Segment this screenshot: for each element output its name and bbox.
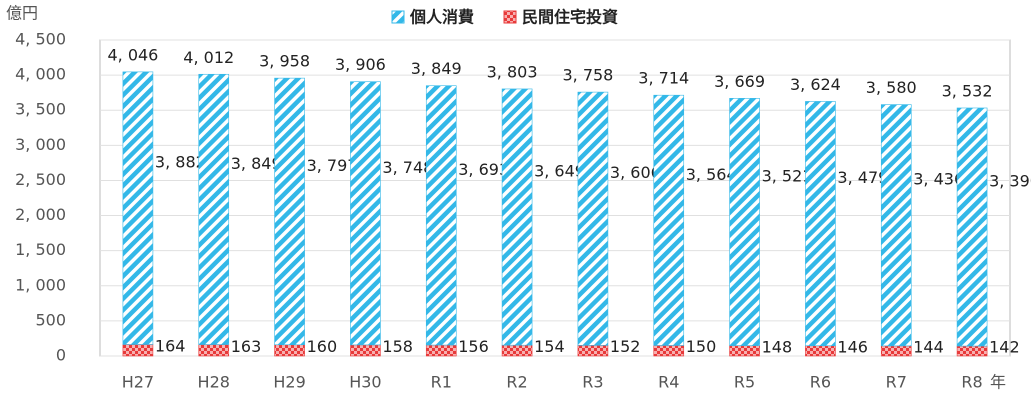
value-label: 3, 436 [913,170,964,189]
value-label: 154 [534,337,565,356]
bar-segment [577,91,609,346]
value-label: 3, 693 [458,160,509,179]
total-label: 3, 669 [714,72,765,91]
total-label: 3, 580 [866,78,917,97]
y-tick-label: 0 [56,346,66,365]
value-label: 3, 521 [762,166,813,185]
bar-segment [198,73,230,345]
y-tick-label: 2, 000 [15,205,66,224]
bar-segment [350,81,381,346]
total-label: 3, 758 [562,66,613,85]
x-axis-label: 年 [990,373,1006,392]
y-tick-label: 3, 000 [15,135,66,154]
value-label: 163 [231,337,262,356]
bar-segment [729,98,760,346]
total-label: 3, 714 [638,69,689,88]
y-tick-label: 2, 500 [15,170,66,189]
x-tick-label: H28 [198,373,230,392]
value-label: 3, 649 [534,162,585,181]
legend-swatch [503,10,517,24]
x-tick-label: R1 [431,373,452,392]
bar-segment [425,344,457,357]
bar-segment [805,345,836,357]
x-tick-label: R6 [810,373,831,392]
value-label: 160 [307,337,338,356]
bar-segment [198,344,230,357]
x-tick-label: R2 [506,373,527,392]
x-tick-label: R4 [658,373,679,392]
bar-segment [274,77,305,346]
total-label: 3, 958 [259,52,310,71]
bar-segment [577,345,609,357]
total-label: 3, 803 [487,62,538,81]
x-tick-label: H30 [349,373,381,392]
bar-segment [122,344,154,357]
value-label: 142 [989,338,1020,357]
value-label: 3, 390 [989,172,1031,191]
x-tick-label: R3 [582,373,603,392]
x-tick-label: R8 [961,373,982,392]
x-tick-label: R5 [734,373,755,392]
value-label: 146 [837,337,868,356]
value-label: 158 [382,337,413,356]
value-label: 3, 564 [686,165,737,184]
x-tick-label: R7 [886,373,907,392]
bar-segment [956,107,988,347]
x-tick-label: H27 [122,373,154,392]
bar-segment [653,345,685,357]
value-label: 3, 882 [155,153,206,172]
value-label: 152 [610,337,641,356]
legend-label: 個人消費 [409,8,474,27]
total-label: 4, 012 [183,48,234,67]
y-tick-label: 3, 500 [15,100,66,119]
total-label: 4, 046 [107,45,158,64]
y-tick-label: 4, 500 [15,30,66,49]
bar-segment [274,344,305,357]
x-tick-label: H29 [273,373,305,392]
value-label: 148 [762,337,793,356]
y-axis-label: 億円 [6,4,38,23]
value-label: 3, 606 [610,163,661,182]
y-tick-label: 500 [35,310,66,329]
value-label: 3, 797 [307,156,358,175]
total-label: 3, 532 [942,81,993,100]
bar-segment [653,94,685,346]
total-label: 3, 906 [335,55,386,74]
bar-segment [122,71,154,345]
legend-swatch [391,10,405,24]
bar-segment [501,88,533,346]
bar-segment [501,344,533,357]
value-label: 3, 849 [231,154,282,173]
total-label: 3, 624 [790,75,841,94]
value-label: 3, 479 [837,168,888,187]
total-label: 3, 849 [411,59,462,78]
y-tick-label: 4, 000 [15,65,66,84]
value-label: 150 [686,337,717,356]
y-tick-label: 1, 000 [15,275,66,294]
bar-segment [956,345,988,357]
bar-segment [880,345,912,357]
value-label: 144 [913,337,944,356]
bar-segment [729,345,760,357]
bar-segment [805,101,836,347]
value-label: 156 [458,337,489,356]
bar-segment [880,104,912,347]
legend-label: 民間住宅投資 [522,8,618,27]
y-tick-label: 1, 500 [15,240,66,259]
value-label: 3, 748 [382,158,433,177]
bar-segment [425,85,457,346]
value-label: 164 [155,337,186,356]
bar-segment [350,344,381,357]
